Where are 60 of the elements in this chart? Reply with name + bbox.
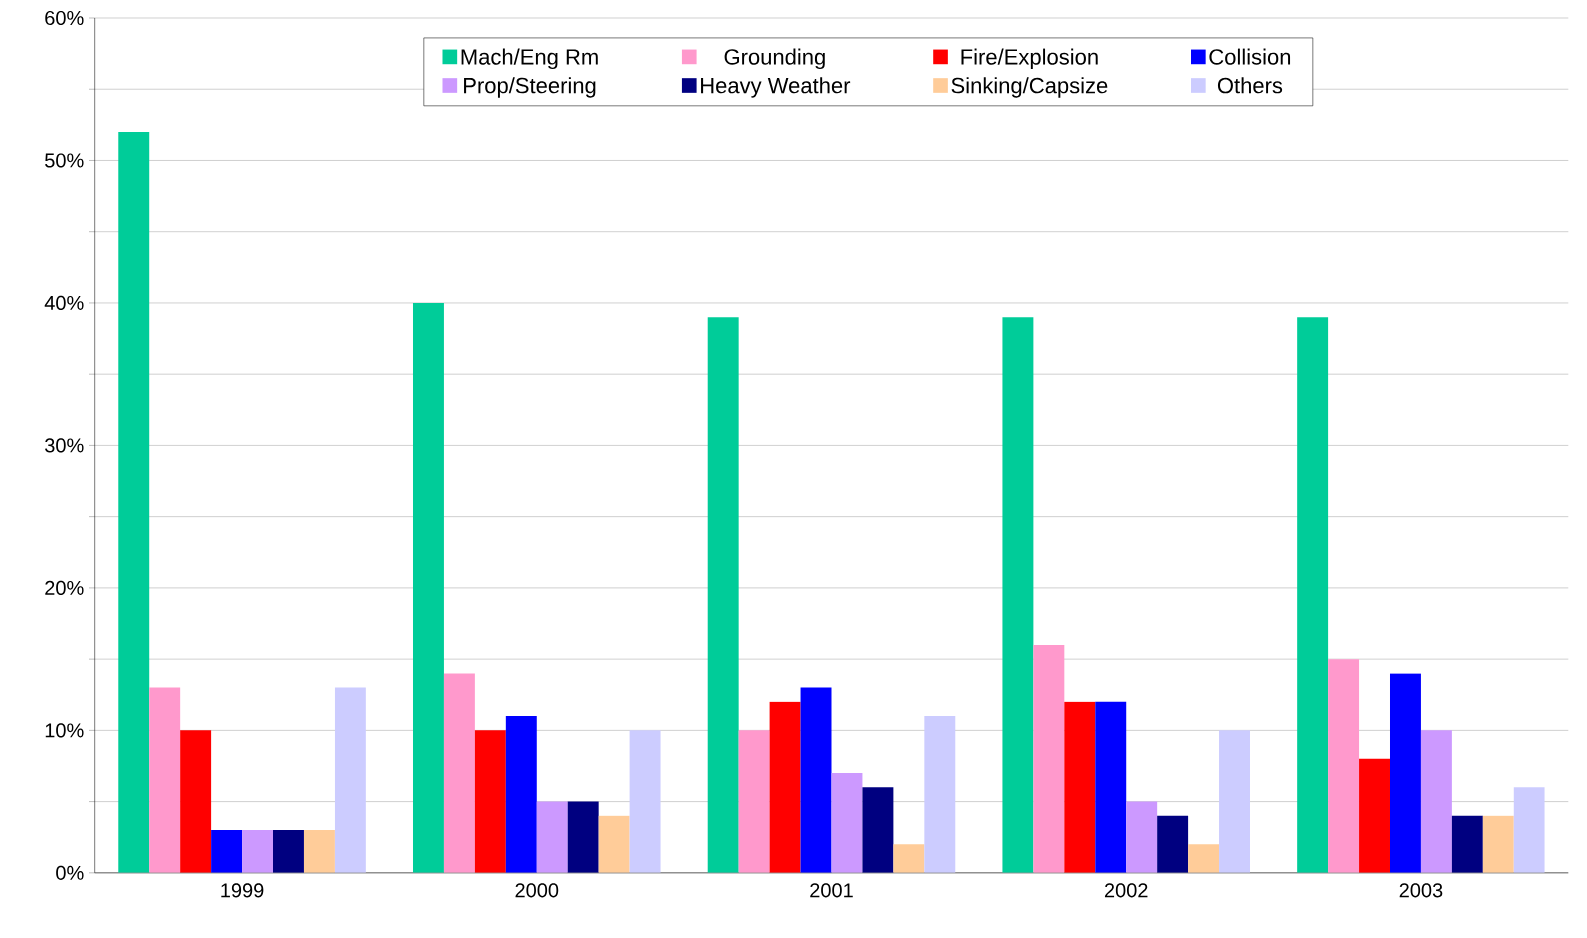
bar [1219, 730, 1250, 873]
bar [598, 815, 630, 873]
y-tick-label: 60% [45, 10, 84, 25]
bar [924, 716, 956, 873]
bar [1420, 730, 1452, 873]
bar [1126, 801, 1158, 873]
bar [629, 730, 661, 873]
bar [831, 773, 863, 873]
y-tick-label: 40% [44, 295, 84, 310]
legend-label: Collision [1209, 48, 1291, 65]
bar [1064, 701, 1096, 873]
bar [800, 687, 832, 873]
bar [334, 687, 366, 873]
y-tick-label: 30% [45, 438, 84, 453]
bar [769, 701, 801, 873]
x-tick-label: 2002 [1104, 883, 1148, 898]
x-tick-label: 1999 [221, 883, 264, 898]
bar [536, 801, 568, 873]
bar [149, 687, 181, 873]
legend-label: Heavy Weather [701, 77, 851, 98]
y-tick-label: 20% [45, 580, 84, 595]
bar [180, 730, 212, 873]
bar [707, 317, 739, 873]
legend-label: Sinking/Capsize [951, 77, 1108, 98]
bar [1513, 787, 1545, 873]
bar [1482, 815, 1514, 873]
bar [1157, 815, 1189, 873]
x-tick-label: 2001 [810, 883, 853, 898]
legend-label: Mach/Eng Rm [461, 48, 598, 69]
y-tick-label: 10% [45, 723, 84, 738]
bar [862, 787, 894, 873]
legend-label: Others [1217, 77, 1283, 94]
bar [211, 830, 243, 873]
legend-label: Grounding [724, 48, 825, 69]
bar [1002, 317, 1034, 873]
bar [303, 830, 335, 873]
bar [1451, 815, 1483, 873]
bar [567, 801, 599, 873]
bar [1389, 673, 1421, 873]
bar [412, 302, 444, 873]
bar [1095, 701, 1127, 873]
bar [1033, 644, 1065, 873]
bar [1188, 844, 1220, 873]
bar [505, 716, 537, 873]
bar [1297, 317, 1329, 873]
legend-label: Fire/Explosion [961, 48, 1098, 69]
legend-label: Prop/Steering [464, 77, 596, 98]
x-tick-label: 2000 [515, 883, 559, 898]
bar [1328, 659, 1360, 873]
bar [1359, 758, 1390, 873]
y-tick-label: 50% [45, 153, 84, 168]
bar [273, 830, 304, 873]
bar [893, 844, 925, 873]
bar [118, 131, 150, 873]
bar [474, 730, 506, 873]
bar [738, 730, 770, 873]
x-tick-label: 2003 [1399, 883, 1443, 898]
bar [242, 830, 273, 873]
bar [443, 673, 475, 873]
y-tick-label: 0% [56, 865, 84, 880]
